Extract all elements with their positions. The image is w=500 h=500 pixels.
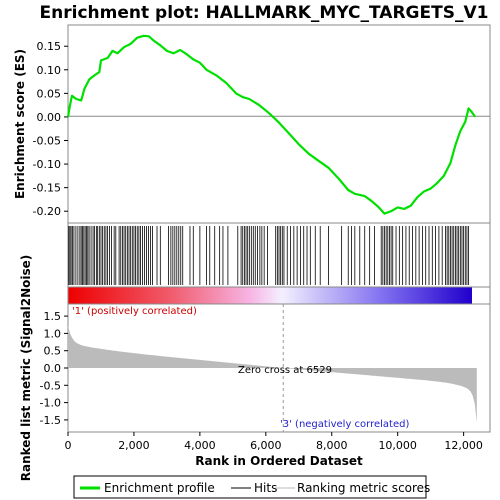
x-tick-label: 4,000	[184, 439, 216, 452]
es-y-tick-label: 0.00	[37, 111, 62, 124]
es-y-tick-label: 0.15	[37, 40, 62, 53]
hits-panel	[67, 222, 491, 288]
legend-box	[73, 475, 427, 499]
metric-y-tick-label: 0.0	[44, 362, 62, 375]
ranking-metric-area	[68, 325, 477, 423]
x-tick-label: 2,000	[118, 439, 150, 452]
metric-y-tick-label: -1.0	[40, 397, 61, 410]
metric-y-tick-label: 1.5	[44, 310, 62, 323]
x-tick-label: 12,000	[444, 439, 483, 452]
metric-y-tick-label: 1.0	[44, 327, 62, 340]
legend-metric-label: Ranking metric scores	[297, 481, 430, 495]
x-tick-label: 8,000	[316, 439, 348, 452]
es-y-tick-label: 0.05	[37, 87, 62, 100]
es-y-ticks: -0.20 -0.15 -0.10 -0.05 0.00 0.05 0.10 0.15	[33, 40, 68, 218]
enrichment-profile-line	[66, 34, 477, 215]
x-axis-label: Rank in Ordered Dataset	[195, 454, 363, 468]
metric-y-tick-label: -1.5	[40, 414, 61, 427]
positive-correlation-label: '1' (positively correlated)	[72, 306, 197, 317]
x-tick-label: 10,000	[378, 439, 417, 452]
legend: Enrichment profile Hits Ranking metric s…	[73, 475, 430, 499]
x-tick-label: 6,000	[250, 439, 282, 452]
negative-correlation-label: '3' (negatively correlated)	[280, 419, 409, 430]
hit-lines	[68, 226, 469, 285]
es-y-tick-label: -0.10	[33, 158, 61, 171]
chart-title: Enrichment plot: HALLMARK_MYC_TARGETS_V1	[40, 3, 489, 23]
metric-y-tick-label: 0.5	[44, 345, 62, 358]
es-y-tick-label: -0.15	[33, 182, 61, 195]
zero-cross-label: Zero cross at 6529	[238, 365, 332, 376]
es-y-tick-label: 0.10	[37, 64, 62, 77]
x-tick-label: 0	[65, 439, 72, 452]
x-axis-ticks: 0 2,000 4,000 6,000 8,000 10,000 12,000	[65, 432, 483, 452]
es-panel: -0.20 -0.15 -0.10 -0.05 0.00 0.05 0.10 0.15 Enr…	[13, 24, 491, 224]
es-y-tick-label: -0.20	[33, 205, 61, 218]
es-y-axis-label: Enrichment score (ES)	[13, 49, 27, 199]
metric-y-tick-label: -0.5	[40, 379, 61, 392]
metric-y-ticks: -1.5 -1.0 -0.5 0.0 0.5 1.0 1.5	[40, 310, 68, 427]
legend-enrichment-label: Enrichment profile	[104, 481, 215, 495]
rank-color-bar	[68, 287, 472, 304]
metric-y-axis-label: Ranked list metric (Signal2Noise)	[19, 255, 33, 482]
metric-panel: -1.5 -1.0 -0.5 0.0 0.5 1.0 1.5 '1' (positively…	[19, 255, 491, 482]
es-y-tick-label: -0.05	[33, 135, 61, 148]
legend-hits-label: Hits	[254, 481, 277, 495]
